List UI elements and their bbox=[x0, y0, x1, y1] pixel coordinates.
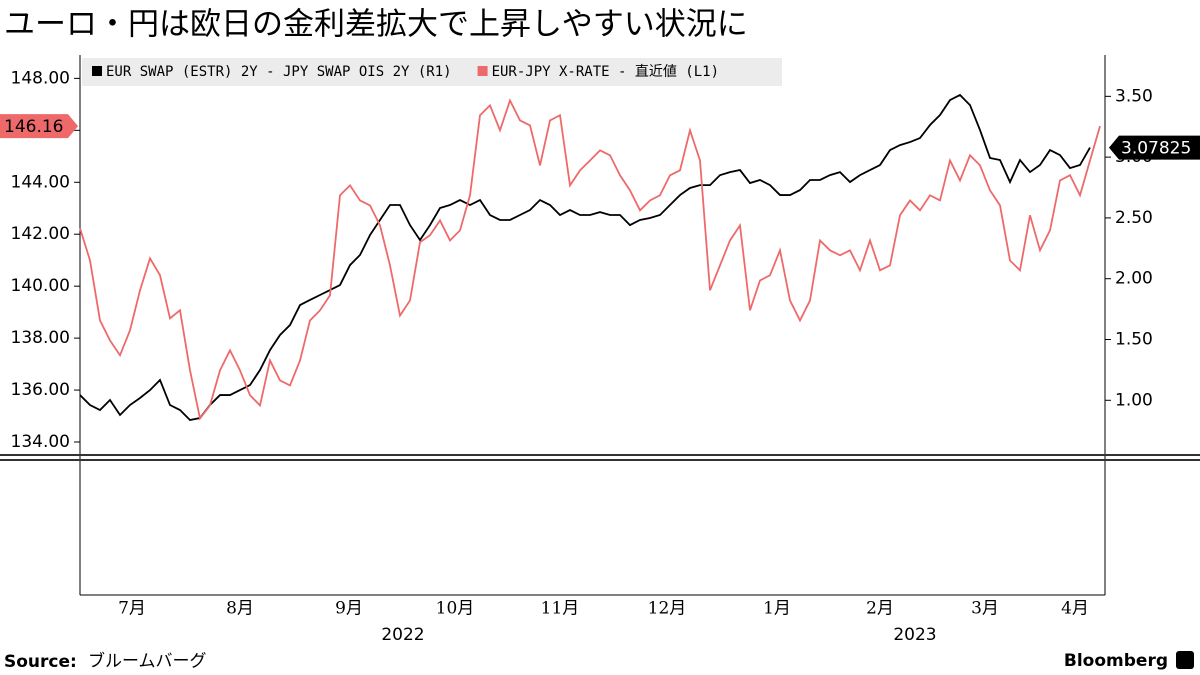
y2-tick-label: 1.00 bbox=[1115, 390, 1153, 410]
source: ブルームバーグ bbox=[88, 651, 207, 672]
x-tick-label: 12月 bbox=[648, 599, 687, 619]
x-tick-label: 8月 bbox=[226, 599, 254, 619]
legend-label: EUR SWAP (ESTR) 2Y - JPY SWAP OIS 2Y (R1… bbox=[106, 64, 452, 80]
y-tick-label: 142.00 bbox=[11, 224, 70, 244]
series-line bbox=[79, 93, 1091, 421]
y2-tick-label: 2.50 bbox=[1115, 208, 1153, 228]
legend-label: EUR-JPY X-RATE - 直近値 (L1) bbox=[492, 63, 719, 80]
last-value-label: 3.07825 bbox=[1121, 139, 1191, 159]
x-tick-label: 9月 bbox=[335, 599, 363, 619]
source-label: Source: bbox=[4, 652, 77, 672]
y-tick-label: 148.00 bbox=[11, 68, 70, 88]
last-value-flag bbox=[0, 114, 78, 139]
x-tick-label: 4月 bbox=[1061, 599, 1089, 619]
y-tick-label: 138.00 bbox=[11, 328, 70, 348]
x-tick-label: 7月 bbox=[118, 599, 146, 619]
year-label: 2023 bbox=[893, 625, 936, 645]
last-value-label: 146.16 bbox=[4, 117, 63, 137]
y-tick-label: 134.00 bbox=[11, 432, 70, 452]
logo-icon bbox=[1176, 651, 1194, 669]
y2-tick-label: 3.50 bbox=[1115, 86, 1153, 106]
last-value-flag bbox=[1109, 135, 1200, 160]
y2-tick-label: 2.00 bbox=[1115, 269, 1153, 289]
y2-tick-label: 1.50 bbox=[1115, 329, 1153, 349]
legend-swatch bbox=[477, 66, 488, 76]
y-tick-label: 144.00 bbox=[11, 172, 70, 192]
chart-title: ユーロ・円は欧日の金利差拡大で上昇しやすい状況に bbox=[4, 7, 748, 43]
x-tick-label: 3月 bbox=[971, 599, 999, 619]
x-tick-label: 2月 bbox=[866, 599, 894, 619]
x-tick-label: 10月 bbox=[436, 599, 475, 619]
y-tick-label: 140.00 bbox=[11, 276, 70, 296]
series-line bbox=[79, 98, 1101, 421]
logo: Bloomberg bbox=[1064, 651, 1168, 671]
year-label: 2022 bbox=[381, 625, 424, 645]
y-tick-label: 136.00 bbox=[11, 380, 70, 400]
legend-box bbox=[82, 58, 782, 86]
x-tick-label: 1月 bbox=[763, 599, 791, 619]
x-tick-label: 11月 bbox=[541, 599, 580, 619]
legend-swatch bbox=[92, 66, 102, 76]
